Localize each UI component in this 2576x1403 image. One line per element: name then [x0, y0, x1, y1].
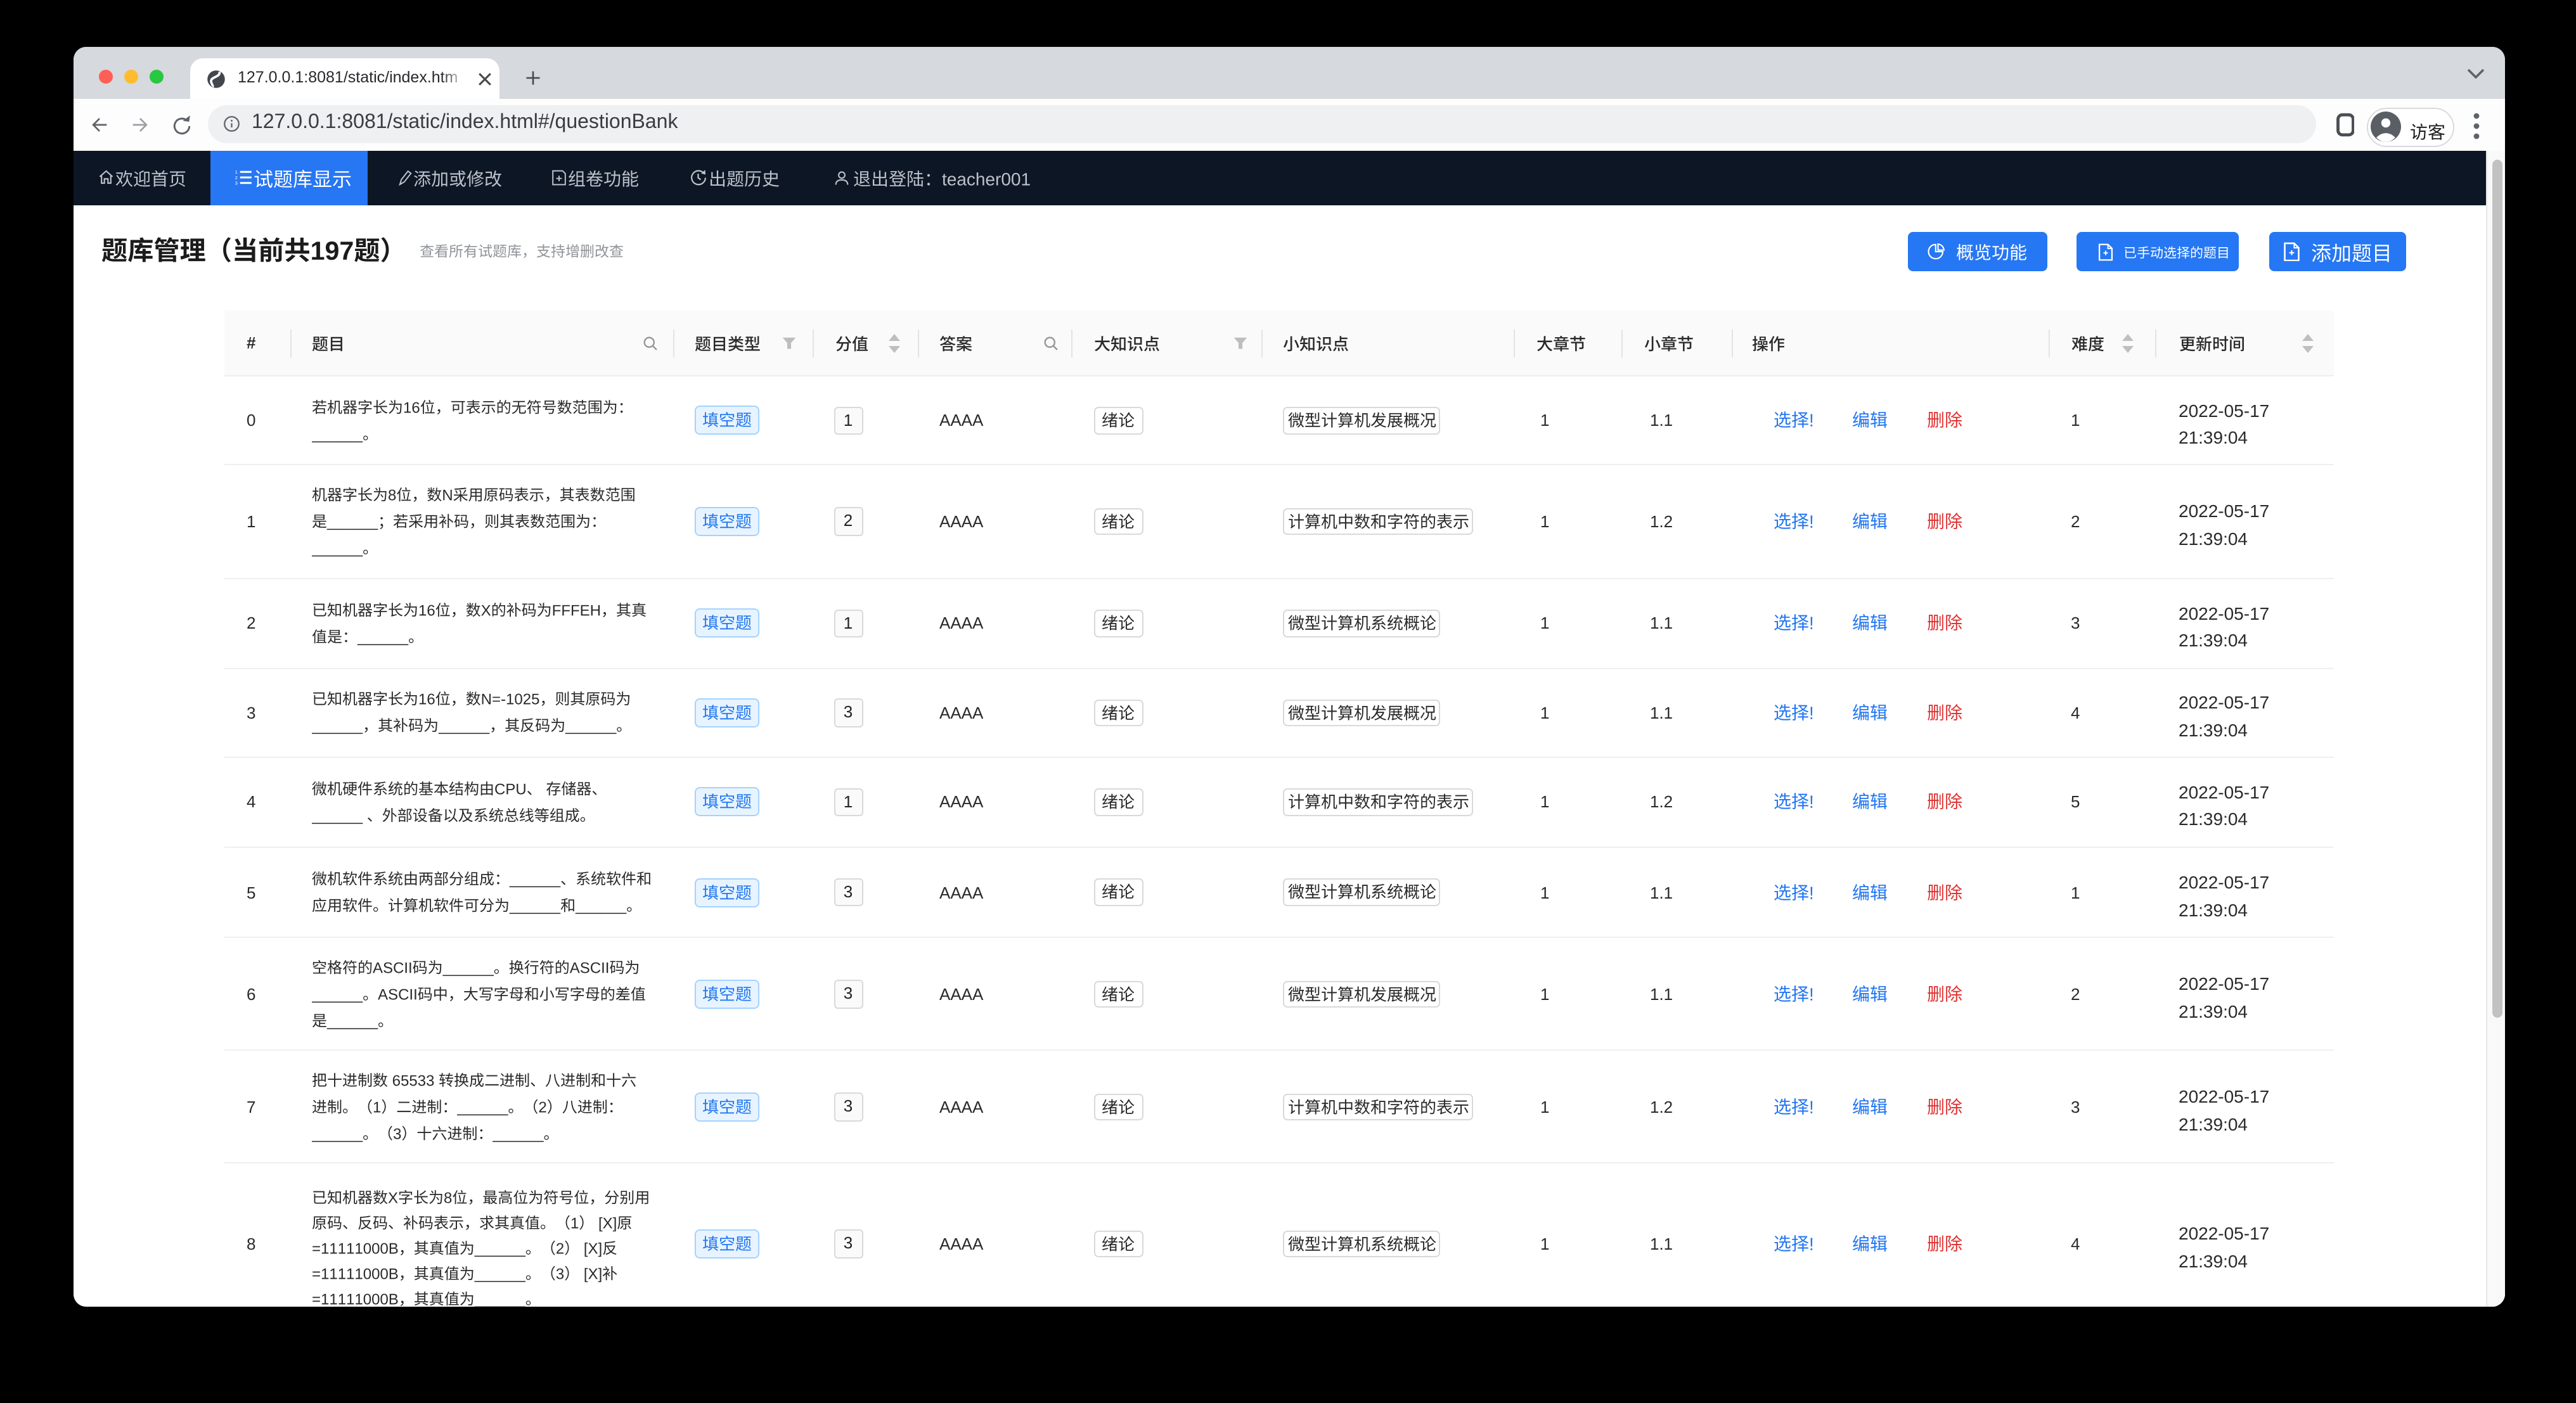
svg-text:1: 1 — [235, 170, 238, 176]
svg-text:2: 2 — [235, 175, 238, 181]
svg-text:3: 3 — [235, 181, 238, 186]
